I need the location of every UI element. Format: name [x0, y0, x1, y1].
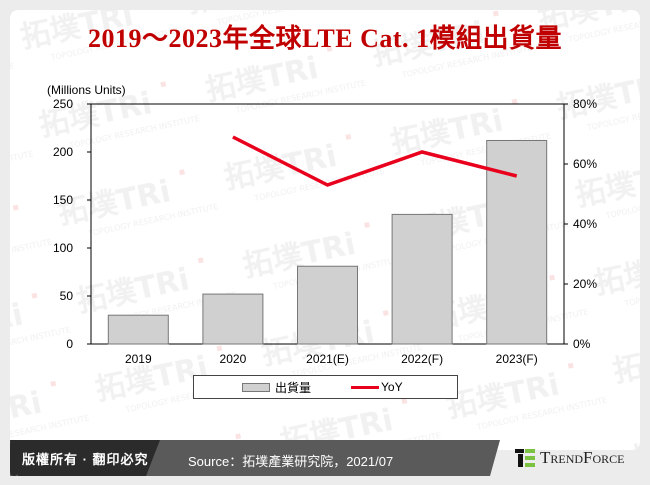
y2-tick-label: 60%: [573, 157, 597, 171]
chart-plot: 0 50 100 150 200 250 0% 20% 40% 60% 80% 2019 2020 202…: [53, 97, 597, 366]
y2-tick-label: 80%: [573, 97, 597, 111]
legend-label-yoy: YoY: [381, 380, 403, 394]
legend-label-shipments: 出貨量: [275, 380, 312, 395]
bar-2019: [107, 314, 169, 345]
footer: 版權所有 · 翻印必究 Source：拓墣產業研究院，2021/07 Trend…: [0, 440, 650, 476]
footer-banner: [10, 440, 500, 476]
source-text: Source：拓墣產業研究院，2021/07: [188, 454, 394, 469]
y-tick-label: 200: [53, 145, 73, 159]
line-swatch-icon: [351, 385, 380, 389]
bar-2020: [202, 293, 264, 345]
legend-item-yoy: YoY: [311, 380, 403, 394]
brand-name: TrendForce: [540, 448, 625, 467]
y-tick-label: 0: [66, 337, 73, 351]
x-tick-label: 2020: [220, 352, 247, 366]
y-axis-unit-label: (Millions Units): [47, 83, 126, 97]
y2-tick-label: 40%: [573, 217, 597, 231]
y2-tick-label: 0%: [573, 337, 591, 351]
x-tick-label: 2022(F): [401, 352, 443, 366]
x-tick-label: 2021(E): [306, 352, 349, 366]
legend-item-shipments: 出貨量: [194, 379, 311, 396]
chart-legend: 出貨量 YoY: [193, 375, 458, 399]
y-tick-label: 100: [53, 241, 73, 255]
chart-title: 2019～2023年全球LTE Cat. 1模組出貨量: [87, 24, 563, 53]
bar-swatch-icon: [242, 382, 270, 392]
trendforce-logo: TrendForce: [515, 448, 625, 468]
x-tick-label: 2019: [125, 352, 152, 366]
yoy-line: [232, 135, 518, 187]
bar-2021(E): [297, 265, 358, 345]
bar-2022(F): [391, 213, 453, 345]
y-tick-label: 250: [53, 97, 73, 111]
copyright-text: 版權所有 · 翻印必究: [22, 452, 149, 467]
y-tick-label: 50: [60, 289, 74, 303]
y-tick-label: 150: [53, 193, 73, 207]
x-tick-label: 2023(F): [496, 352, 538, 366]
y2-tick-label: 20%: [573, 277, 597, 291]
trendforce-logo-icon: [515, 449, 535, 467]
